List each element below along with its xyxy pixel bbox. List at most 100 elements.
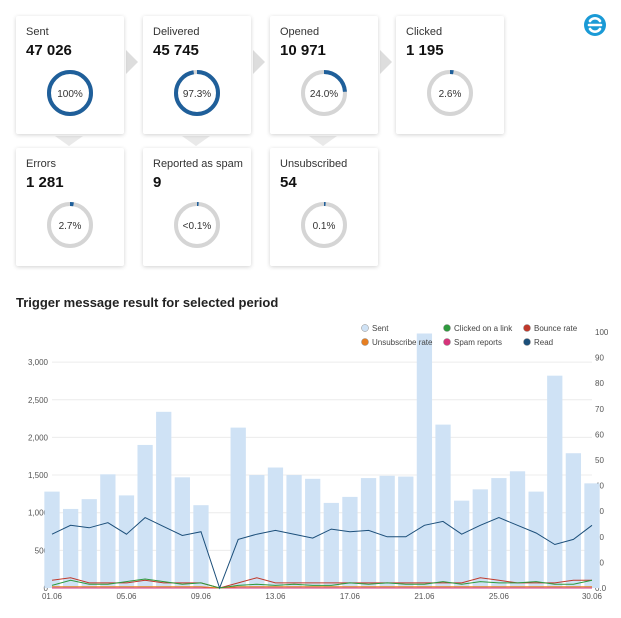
ring-fill (174, 202, 220, 248)
bar-sent (584, 483, 600, 588)
y-left-tick-label: 2,000 (28, 433, 49, 442)
x-tick-label: 17.06 (340, 592, 361, 601)
y-left-tick-label: 500 (35, 546, 49, 555)
bar-sent (305, 478, 321, 588)
x-tick-label: 09.06 (191, 592, 212, 601)
y-right-tick-label: 80 (595, 379, 604, 388)
ring-percent: <0.1% (183, 221, 212, 232)
ring-fill (427, 70, 473, 116)
legend-label: Spam reports (454, 338, 502, 347)
y-left-tick-label: 1,000 (28, 509, 49, 518)
ring-percent: 24.0% (310, 89, 338, 100)
bar-sent (509, 471, 526, 588)
bar-sent (81, 499, 97, 588)
ring-fill (301, 70, 347, 116)
ring-percent: 2.7% (59, 221, 82, 232)
progress-ring: 0.1% (301, 202, 347, 248)
results-chart: 0 500 1,000 1,500 2,000 2,500 3,000 0.0 10 20 30 40… (28, 324, 609, 601)
stat-card-spam: Reported as spam 9 <0.1% (143, 148, 251, 266)
legend-label: Clicked on a link (454, 324, 513, 333)
bar-sent (137, 444, 153, 588)
bar-sent (44, 491, 60, 588)
y-right-tick-label: 100 (595, 328, 609, 337)
ring-fill (47, 70, 93, 116)
stat-label: Reported as spam (153, 158, 243, 170)
y-right-tick-label: 20 (595, 533, 604, 542)
line-unsubscribe-rate (52, 586, 592, 589)
line-clicked-on-a-link (51, 578, 593, 589)
y-right-tick-label: 50 (595, 456, 604, 465)
stat-value: 1 281 (26, 174, 64, 191)
bar-sent (547, 375, 563, 588)
stat-card-delivered: Delivered 45 745 97.3% (143, 16, 251, 134)
chart-title: Trigger message result for selected peri… (16, 295, 279, 310)
y-left-tick-label: 0 (44, 584, 49, 593)
stat-value: 54 (280, 174, 297, 191)
y-left-tick-label: 3,000 (28, 358, 49, 367)
bar-sent (174, 477, 190, 588)
bar-sent (398, 476, 414, 588)
bar-sent (565, 453, 582, 588)
stat-value: 10 971 (280, 42, 326, 59)
bar-sent (193, 505, 209, 588)
flow-arrow (253, 50, 265, 74)
stat-value: 9 (153, 174, 162, 191)
flow-arrow (126, 50, 138, 74)
ring-percent: 100% (57, 89, 83, 100)
line-bounce-rate (51, 577, 592, 589)
y-right-tick-label: 30 (595, 507, 604, 516)
progress-ring: 24.0% (301, 70, 347, 116)
progress-ring: 100% (47, 70, 93, 116)
y-right-tick-label: 90 (595, 354, 604, 363)
bar-sent (360, 478, 377, 588)
y-right-tick-label: 0.0 (595, 584, 607, 593)
stat-label: Opened (280, 26, 320, 38)
stat-label: Unsubscribed (280, 158, 348, 170)
flow-arrow-down (182, 136, 210, 146)
stat-card-unsubscribed: Unsubscribed 54 0.1% (270, 148, 378, 266)
ring-fill (301, 202, 347, 248)
stat-label: Delivered (153, 26, 200, 38)
stat-label: Sent (26, 26, 49, 38)
x-tick-label: 21.06 (414, 592, 435, 601)
e-brand-icon (584, 14, 606, 36)
y-right-tick-label: 40 (595, 482, 604, 491)
bar-sent (435, 424, 451, 588)
ring-percent: 97.3% (183, 89, 211, 100)
legend-swatch (443, 338, 451, 346)
stat-card-clicked: Clicked 1 195 2.6% (396, 16, 504, 134)
y-right-tick-label: 10 (595, 558, 604, 567)
legend-label: Unsubscribe rate (372, 338, 433, 347)
x-tick-label: 05.06 (116, 592, 137, 601)
ring-fill (47, 202, 93, 248)
bar-sent (454, 500, 470, 588)
flow-arrow-down (309, 136, 337, 146)
stat-card-errors: Errors 1 281 2.7% (16, 148, 124, 266)
stat-value: 47 026 (26, 42, 72, 59)
ring-fill (174, 70, 220, 116)
legend-label: Bounce rate (534, 324, 578, 333)
bar-sent (416, 333, 433, 588)
ring-percent: 2.6% (439, 89, 462, 100)
bar-sent (379, 475, 395, 588)
flow-arrow (380, 50, 392, 74)
bar-sent (286, 475, 302, 588)
stat-label: Clicked (406, 26, 443, 38)
flow-arrow-down (55, 136, 83, 146)
ring-percent: 0.1% (313, 221, 336, 232)
progress-ring: 2.7% (47, 202, 93, 248)
legend-swatch (443, 324, 451, 332)
stat-label: Errors (26, 158, 56, 170)
stat-value: 1 195 (406, 42, 444, 59)
bar-sent (472, 489, 488, 588)
y-right-tick-label: 60 (595, 430, 604, 439)
bar-sent (249, 475, 265, 588)
progress-ring: 97.3% (174, 70, 220, 116)
bar-sent (118, 495, 135, 588)
stat-value: 45 745 (153, 42, 199, 59)
x-tick-label: 30.06 (582, 592, 603, 601)
bar-sent (267, 467, 284, 588)
legend-swatch (361, 338, 369, 346)
bar-sent (100, 474, 116, 588)
x-tick-label: 25.06 (489, 592, 510, 601)
